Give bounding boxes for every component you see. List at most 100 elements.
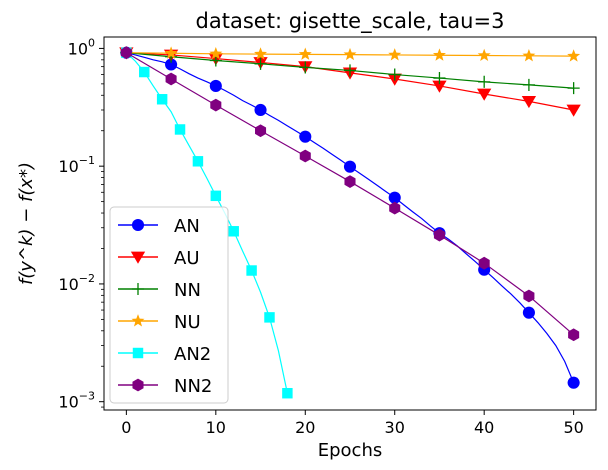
- data-point: [477, 88, 492, 101]
- legend-item-nn2: NN2: [118, 376, 212, 397]
- y-tick-label: 10−2: [58, 272, 95, 294]
- data-point: [567, 376, 580, 389]
- data-point: [344, 175, 356, 188]
- data-point: [174, 124, 186, 135]
- legend-marker: [131, 282, 145, 296]
- legend-item-an2: AN2: [118, 344, 211, 365]
- data-point: [209, 46, 223, 60]
- data-point: [228, 226, 239, 237]
- legend-item-au: AU: [118, 248, 200, 269]
- data-point: [566, 104, 581, 117]
- data-point: [567, 49, 581, 62]
- legend-marker: [132, 378, 144, 392]
- series-line: [126, 52, 574, 111]
- x-tick-label: 10: [206, 418, 226, 437]
- data-point: [299, 130, 312, 143]
- data-point: [164, 46, 178, 59]
- x-tick-label: 50: [563, 418, 583, 437]
- data-point: [139, 66, 150, 78]
- legend-marker: [132, 347, 144, 359]
- data-point: [388, 68, 401, 81]
- data-point: [568, 328, 580, 342]
- y-tick-base: 10: [58, 275, 78, 294]
- data-point: [165, 58, 178, 71]
- y-tick-label: 100: [68, 36, 95, 58]
- data-point: [433, 228, 445, 242]
- plot-area-frame: [103, 36, 597, 411]
- legend-label: AN2: [174, 344, 211, 365]
- data-point: [478, 256, 490, 270]
- data-point: [343, 47, 357, 61]
- series-layer: [119, 45, 581, 399]
- legend-label: NU: [174, 312, 201, 333]
- data-point: [254, 103, 267, 117]
- x-axis-label: Epochs: [318, 440, 383, 461]
- data-point: [523, 289, 535, 303]
- chart-title: dataset: gisette_scale, tau=3: [196, 9, 505, 34]
- data-point: [522, 78, 535, 91]
- data-point: [165, 72, 177, 86]
- data-point: [567, 82, 580, 95]
- x-tick-label: 20: [295, 418, 315, 437]
- legend-box: [109, 206, 229, 404]
- y-tick-base: 10: [58, 157, 78, 176]
- y-tick-base: 10: [58, 393, 78, 412]
- data-point: [477, 48, 491, 62]
- legend-marker: [131, 314, 145, 327]
- data-point: [210, 98, 222, 112]
- data-point: [120, 46, 132, 60]
- data-point: [255, 124, 267, 138]
- data-point: [254, 47, 268, 60]
- legend-label: AU: [174, 248, 200, 269]
- x-axis: 0 10 20 30 40 50: [121, 410, 584, 437]
- data-point: [210, 190, 222, 202]
- y-tick-label: 10−3: [58, 390, 95, 412]
- data-point: [298, 47, 312, 60]
- data-point: [282, 387, 293, 399]
- data-point: [156, 94, 168, 105]
- y-tick-exponent: 0: [88, 36, 95, 49]
- y-tick-exponent: −1: [79, 154, 95, 167]
- x-tick-label: 30: [385, 418, 405, 437]
- data-point: [254, 57, 267, 70]
- data-point: [246, 265, 257, 276]
- y-tick-base: 10: [68, 39, 88, 58]
- data-point: [264, 312, 275, 323]
- data-point: [522, 49, 536, 62]
- data-point: [343, 64, 357, 77]
- series-line: [125, 52, 288, 394]
- legend: AN AU NN NU AN2 NN2: [109, 206, 229, 404]
- legend-item-nn: NN: [118, 280, 201, 301]
- data-point: [299, 61, 312, 74]
- data-point: [521, 96, 537, 109]
- legend-label: NN2: [174, 376, 212, 397]
- data-point: [432, 48, 446, 61]
- data-point: [388, 191, 401, 204]
- series-nn2: [120, 46, 580, 342]
- x-tick-label: 0: [121, 418, 131, 437]
- y-axis-label-text: f(y^k) − f(x*): [16, 162, 37, 285]
- y-tick-label: 10−1: [58, 154, 95, 176]
- series-nu: [119, 45, 581, 62]
- data-point: [478, 75, 491, 88]
- legend-item-an: AN: [118, 216, 200, 237]
- y-tick-exponent: −3: [79, 390, 95, 403]
- data-point: [433, 72, 446, 85]
- legend-marker: [130, 251, 146, 264]
- legend-label: AN: [174, 216, 200, 237]
- legend-marker: [131, 218, 145, 232]
- x-tick-label: 40: [474, 418, 494, 437]
- data-point: [299, 149, 311, 163]
- data-point: [209, 79, 222, 92]
- series-nn: [120, 46, 580, 95]
- data-point: [388, 48, 402, 61]
- y-axis-label: f(y^k) − f(x*): [16, 162, 37, 285]
- data-point: [343, 160, 357, 173]
- y-tick-exponent: −2: [79, 272, 95, 285]
- legend-label: NN: [174, 280, 201, 301]
- data-point: [432, 80, 447, 93]
- legend-item-nu: NU: [118, 312, 201, 333]
- data-point: [522, 306, 535, 319]
